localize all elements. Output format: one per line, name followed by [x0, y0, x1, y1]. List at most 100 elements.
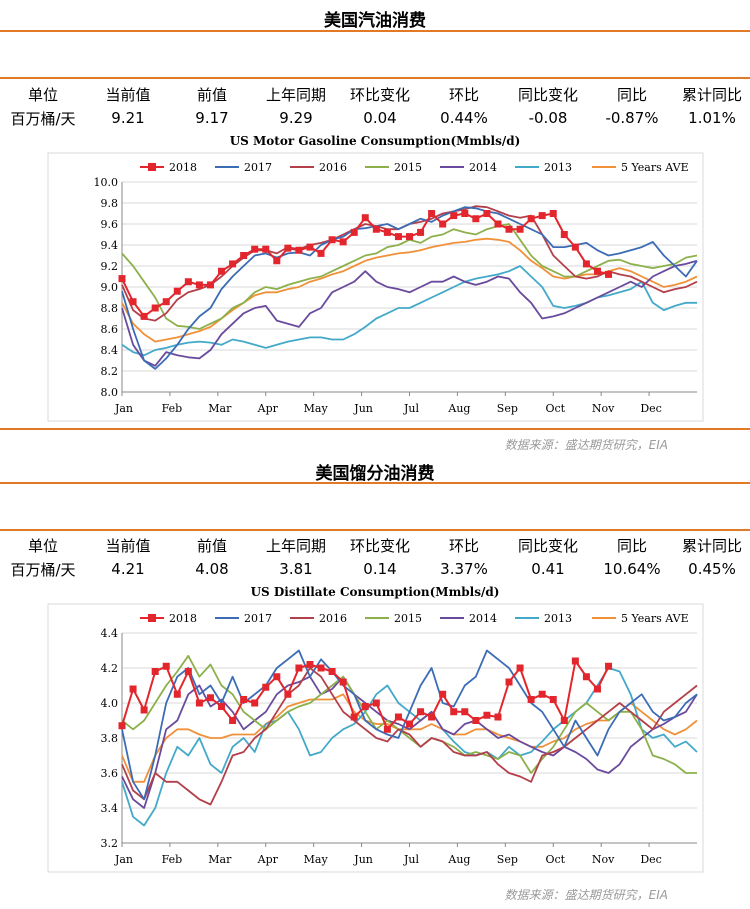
data-point: [516, 225, 524, 233]
stats-value-current: 9.21: [111, 109, 145, 127]
data-point: [162, 298, 170, 306]
data-point: [472, 717, 480, 724]
data-point: [538, 212, 546, 220]
stats-value-wow-change: 0.14: [363, 560, 397, 578]
data-point: [428, 210, 436, 217]
stats-header-yoy-pct: 同比: [616, 85, 647, 104]
data-point: [439, 220, 447, 228]
data-point: [505, 678, 513, 686]
stats-value-wow-change: 0.04: [363, 109, 397, 127]
y-tick-label: 3.2: [101, 837, 119, 850]
data-point: [417, 708, 425, 716]
stats-header-wow-change: 环比变化: [349, 85, 410, 104]
section-divider-top: [0, 482, 750, 484]
data-point: [494, 713, 502, 721]
legend-label: 2017: [244, 161, 272, 174]
data-point: [273, 257, 281, 265]
x-tick-label: May: [304, 853, 329, 866]
y-tick-label: 4.2: [101, 662, 119, 675]
stats-header-current: 当前值: [105, 536, 151, 555]
legend-label: 2017: [244, 612, 272, 625]
distillate-stats-table: 单位 当前值 前值 上年同期 环比变化 环比 同比变化 同比 累计同比 百万桶/…: [0, 533, 750, 581]
stats-value-last-year: 9.29: [279, 109, 313, 127]
stats-header-previous: 前值: [196, 536, 227, 555]
data-point: [206, 694, 214, 702]
stats-header-wow-pct: 环比: [448, 85, 479, 104]
legend-label: 2014: [469, 161, 497, 174]
data-point: [195, 281, 203, 289]
data-point: [140, 312, 148, 320]
data-point: [173, 690, 181, 698]
y-tick-label: 9.8: [101, 197, 119, 210]
data-point: [118, 275, 126, 283]
data-point: [505, 225, 513, 233]
stats-header-previous: 前值: [196, 85, 227, 104]
data-point: [361, 703, 369, 710]
stats-header-wow-pct: 环比: [448, 536, 479, 555]
data-point: [129, 685, 137, 693]
x-tick-label: Feb: [162, 402, 183, 415]
data-point: [483, 711, 491, 719]
stats-header-last-year: 上年同期: [265, 536, 326, 555]
data-point: [538, 690, 546, 698]
legend-label: 2018: [169, 161, 197, 174]
y-tick-label: 9.4: [101, 239, 119, 252]
stats-header-row: 单位 当前值 前值 上年同期 环比变化 环比 同比变化 同比 累计同比: [0, 533, 750, 557]
data-point: [361, 214, 369, 222]
data-point: [229, 717, 237, 724]
x-tick-label: Apr: [257, 853, 279, 866]
data-point: [593, 685, 601, 693]
data-point: [339, 678, 347, 686]
x-tick-label: Nov: [592, 402, 615, 415]
section-divider-top: [0, 30, 750, 32]
source-note-gasoline: 数据来源：盛达期货研究，EIA: [504, 438, 668, 452]
data-point: [383, 725, 391, 733]
data-point: [406, 720, 413, 728]
data-point: [549, 210, 557, 217]
data-point: [218, 703, 226, 710]
series-line-2015: [121, 654, 697, 774]
data-point: [516, 664, 524, 672]
x-tick-label: Mar: [208, 402, 232, 415]
chart-title-gasoline: US Motor Gasoline Consumption(Mmbls/d): [229, 134, 521, 148]
data-point: [461, 210, 469, 217]
series-line-2014: [121, 259, 698, 367]
x-tick-label: Sep: [497, 853, 518, 866]
stats-value-yoy-pct: -0.87%: [605, 109, 659, 127]
stats-value-row: 百万桶/天 4.21 4.08 3.81 0.14 3.37% 0.41 10.…: [0, 557, 750, 581]
x-tick-label: Sep: [497, 402, 518, 415]
stats-header-unit: 单位: [27, 85, 58, 104]
x-tick-label: Aug: [447, 402, 470, 415]
y-tick-label: 3.4: [101, 802, 119, 815]
section-title-distillate: 美国馏分油消费: [315, 464, 435, 484]
y-tick-label: 4.4: [101, 627, 119, 640]
data-point: [406, 233, 413, 241]
data-point: [461, 708, 469, 716]
data-point: [118, 722, 126, 730]
series-line-2017: [121, 206, 698, 370]
data-point: [560, 717, 568, 724]
data-point: [328, 668, 336, 675]
data-point: [527, 696, 535, 703]
stats-header-unit: 单位: [27, 536, 58, 555]
series-line-2016: [121, 667, 698, 806]
y-tick-label: 8.8: [101, 302, 119, 315]
data-point: [450, 212, 458, 220]
data-point: [560, 231, 568, 238]
y-tick-label: 8.6: [101, 323, 119, 336]
legend-label: 2015: [394, 161, 422, 174]
y-tick-label: 9.0: [101, 281, 119, 294]
x-tick-label: Jun: [353, 402, 373, 415]
stats-value-ytd-yoy: 0.45%: [688, 560, 736, 578]
x-tick-label: Apr: [257, 402, 279, 415]
x-tick-label: May: [304, 402, 329, 415]
data-point: [605, 662, 613, 670]
y-tick-label: 3.8: [101, 732, 119, 745]
stats-header-yoy-change: 同比变化: [517, 536, 578, 555]
section-title-gasoline: 美国汽油消费: [324, 11, 426, 31]
y-tick-label: 8.2: [101, 365, 119, 378]
data-point: [494, 220, 502, 228]
stats-divider: [0, 77, 750, 79]
stats-value-last-year: 3.81: [279, 560, 313, 578]
data-point: [328, 236, 336, 244]
